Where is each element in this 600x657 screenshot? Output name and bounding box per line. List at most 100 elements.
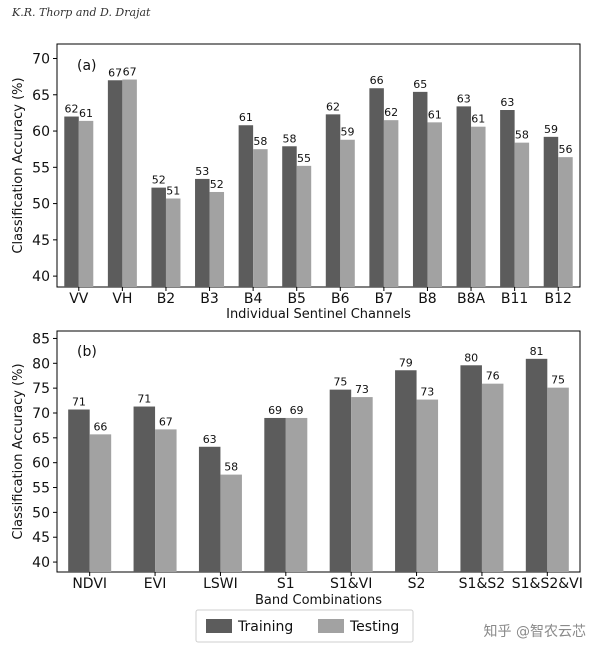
bar-testing xyxy=(416,399,439,572)
legend-frame xyxy=(195,609,414,643)
x-axis-label: Individual Sentinel Channels xyxy=(226,307,411,322)
legend-label-training: Training xyxy=(237,619,293,635)
data-label-testing: 58 xyxy=(224,461,238,474)
data-label-testing: 55 xyxy=(297,152,311,165)
bar-testing xyxy=(155,429,177,572)
data-label-testing: 59 xyxy=(341,126,355,139)
data-label-training: 80 xyxy=(464,351,478,364)
bar-testing xyxy=(209,191,225,287)
data-label-testing: 69 xyxy=(290,404,304,417)
data-label-testing: 58 xyxy=(515,129,529,142)
x-tick-label: S1 xyxy=(277,576,295,592)
x-tick-label: EVI xyxy=(144,576,167,592)
data-label-training: 58 xyxy=(282,132,296,145)
data-label-training: 62 xyxy=(65,103,79,116)
bar-testing xyxy=(514,142,530,287)
bar-testing xyxy=(471,126,486,287)
x-tick-label: B8 xyxy=(418,291,437,307)
bar-testing xyxy=(165,198,181,287)
x-tick-label: S1&S2&VI xyxy=(512,576,583,592)
x-tick-label: B2 xyxy=(157,291,176,307)
y-axis-label: Classification Accuracy (%) xyxy=(11,77,26,253)
y-tick-label: 60 xyxy=(32,124,50,140)
data-label-testing: 67 xyxy=(123,66,137,79)
bar-training xyxy=(456,106,472,288)
data-label-training: 59 xyxy=(544,123,558,136)
data-label-testing: 62 xyxy=(384,106,398,119)
data-label-training: 53 xyxy=(195,165,209,178)
bar-training xyxy=(264,417,286,572)
bar-testing xyxy=(220,474,242,572)
data-label-training: 63 xyxy=(500,96,514,109)
bar-testing xyxy=(78,120,94,287)
y-tick-label: 55 xyxy=(32,481,50,497)
plot-area-frame xyxy=(56,43,581,288)
data-label-testing: 73 xyxy=(420,386,434,399)
data-label-training: 81 xyxy=(530,345,544,358)
bar-testing xyxy=(122,79,137,288)
data-label-training: 79 xyxy=(399,356,413,369)
bar-training xyxy=(64,116,79,287)
bar-training xyxy=(543,136,559,287)
data-label-testing: 56 xyxy=(558,143,572,156)
data-label-training: 66 xyxy=(370,74,384,87)
bar-testing xyxy=(547,387,569,572)
watermark-text: 知乎 @智农云芯 xyxy=(483,624,586,640)
bar-training xyxy=(500,110,515,287)
data-label-training: 71 xyxy=(72,396,86,409)
data-label-training: 63 xyxy=(203,433,217,446)
bar-training xyxy=(238,125,254,287)
x-tick-label: S2 xyxy=(408,576,426,592)
bar-testing xyxy=(383,120,399,287)
chart-panel-a: 40 45 50 55 60 65 70 Classification Accuracy (%… xyxy=(11,43,581,322)
bar-training xyxy=(412,91,428,287)
x-tick-label: VH xyxy=(112,291,132,307)
y-tick-label: 45 xyxy=(32,233,50,249)
data-label-training: 61 xyxy=(239,111,253,124)
x-tick-label: B6 xyxy=(331,291,350,307)
data-label-training: 71 xyxy=(137,393,151,406)
data-label-testing: 73 xyxy=(355,383,369,396)
x-axis-label: Band Combinations xyxy=(255,593,382,608)
x-tick-label: B12 xyxy=(544,291,571,307)
y-tick-label: 40 xyxy=(32,555,50,571)
x-tick-label: NDVI xyxy=(72,576,107,592)
y-tick-label: 60 xyxy=(32,456,50,472)
chart-legend: Training Testing xyxy=(195,609,414,643)
bar-testing xyxy=(558,157,573,287)
bar-training xyxy=(198,446,221,572)
data-label-testing: 66 xyxy=(93,420,107,433)
data-label-testing: 76 xyxy=(486,370,500,383)
data-label-training: 67 xyxy=(108,66,122,79)
data-label-training: 65 xyxy=(413,78,427,91)
y-tick-label: 70 xyxy=(32,406,50,422)
y-tick-label: 50 xyxy=(32,197,50,213)
data-label-training: 62 xyxy=(326,100,340,113)
y-tick-label: 85 xyxy=(32,331,50,347)
bar-training xyxy=(325,114,341,287)
bar-training xyxy=(151,187,166,287)
chart-panel-b: 40 45 50 55 60 65 70 75 80 85 Classification Accur… xyxy=(11,330,583,608)
y-tick-label: 55 xyxy=(32,160,50,176)
bar-training xyxy=(460,365,482,572)
y-tick-label: 75 xyxy=(32,381,50,397)
x-tick-label: B7 xyxy=(375,291,394,307)
bar-training xyxy=(68,409,90,572)
y-tick-label: 70 xyxy=(32,52,50,68)
legend-label-testing: Testing xyxy=(349,619,399,635)
y-tick-label: 45 xyxy=(32,530,50,546)
page-header-authors: K.R. Thorp and D. Drajat xyxy=(12,6,151,19)
data-label-training: 63 xyxy=(457,92,471,105)
legend-swatch-training xyxy=(206,619,232,633)
x-tick-label: B5 xyxy=(287,291,306,307)
x-tick-label: B8A xyxy=(457,291,486,307)
bar-training xyxy=(525,358,548,572)
panel-label: (b) xyxy=(77,344,97,360)
data-label-testing: 51 xyxy=(166,185,180,198)
data-label-training: 52 xyxy=(152,174,166,187)
y-tick-label: 80 xyxy=(32,356,50,372)
bar-training xyxy=(395,370,417,572)
bar-testing xyxy=(340,139,355,287)
data-label-training: 75 xyxy=(333,376,347,389)
y-tick-label: 65 xyxy=(32,431,50,447)
